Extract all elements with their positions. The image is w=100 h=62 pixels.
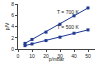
svg-text:30: 30 (57, 53, 63, 59)
svg-text:4: 4 (11, 23, 14, 29)
svg-text:0: 0 (17, 53, 20, 59)
svg-text:p/mbar: p/mbar (49, 56, 65, 62)
svg-text:6: 6 (11, 12, 14, 18)
svg-text:T = 700 K: T = 700 K (57, 9, 79, 15)
svg-text:20: 20 (43, 53, 49, 59)
svg-text:T = 500 K: T = 500 K (57, 24, 79, 30)
svg-text:8: 8 (11, 1, 14, 7)
svg-text:40: 40 (71, 53, 77, 59)
svg-text:2: 2 (11, 35, 14, 41)
svg-text:10: 10 (29, 53, 35, 59)
svg-text:0: 0 (11, 46, 14, 52)
svg-text:p/V: p/V (4, 22, 10, 30)
svg-text:50: 50 (85, 53, 91, 59)
